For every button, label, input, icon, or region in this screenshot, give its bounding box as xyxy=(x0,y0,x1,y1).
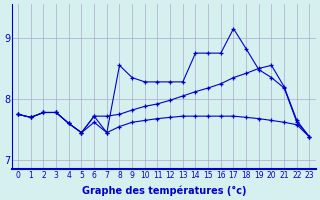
X-axis label: Graphe des températures (°c): Graphe des températures (°c) xyxy=(82,185,246,196)
